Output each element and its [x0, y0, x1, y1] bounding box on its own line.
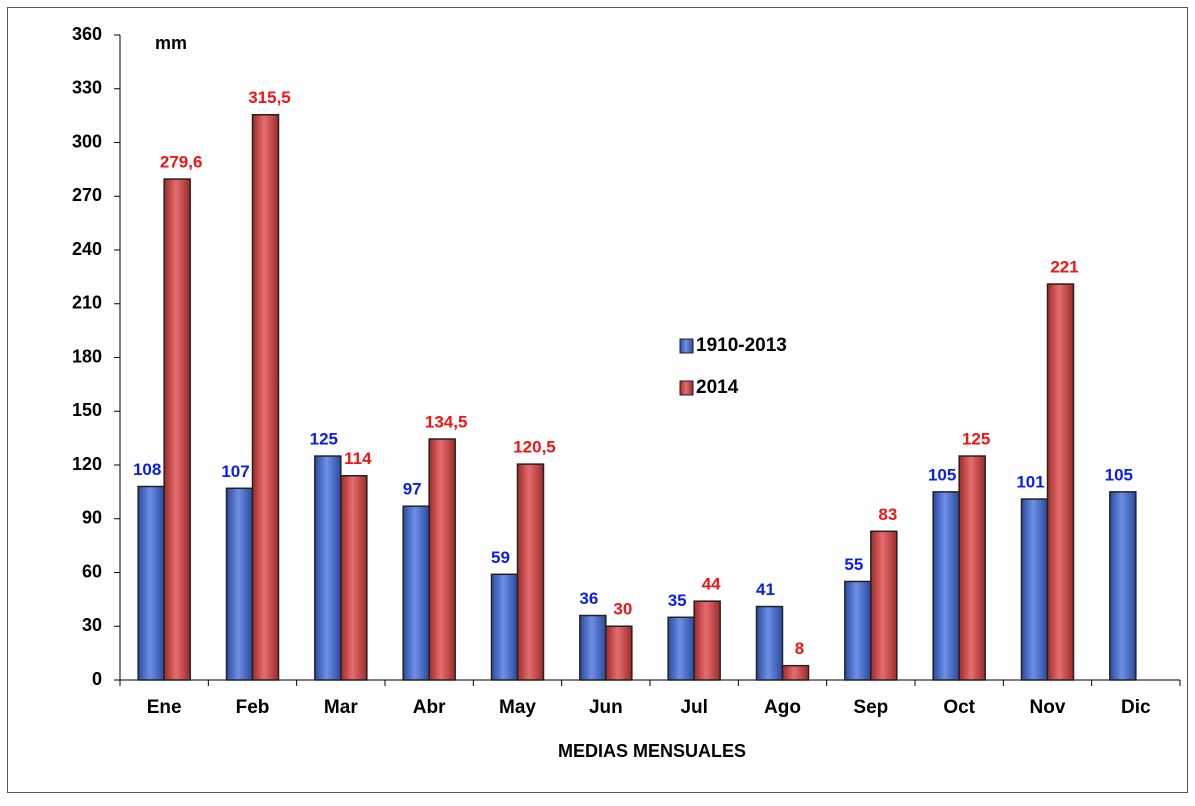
- bar: [1020, 498, 1049, 681]
- value-label: 125: [310, 430, 338, 449]
- value-label: 279,6: [160, 153, 203, 172]
- bar: [844, 580, 872, 681]
- bar: [579, 614, 607, 681]
- x-tick-label: Oct: [943, 697, 975, 718]
- y-tick-label: 120: [72, 454, 102, 474]
- y-tick-label: 360: [72, 24, 102, 44]
- x-tick-label: Sep: [853, 697, 888, 718]
- bar: [314, 455, 342, 681]
- y-tick-label: 180: [72, 346, 102, 366]
- x-tick-label: Jul: [680, 697, 707, 718]
- y-tick-label: 30: [82, 615, 102, 635]
- y-tick-label: 330: [72, 78, 102, 98]
- value-label: 55: [844, 555, 863, 574]
- legend-swatch: [679, 338, 694, 354]
- value-label: 44: [702, 575, 721, 594]
- bar: [490, 573, 519, 681]
- bar: [1109, 491, 1137, 681]
- y-tick-label: 60: [82, 561, 102, 581]
- value-label: 59: [491, 548, 510, 567]
- legend-swatch: [679, 380, 694, 396]
- value-label: 36: [579, 589, 598, 608]
- bar: [402, 505, 430, 681]
- y-axis-label: mm: [155, 33, 187, 53]
- bar: [605, 625, 633, 681]
- bar: [225, 487, 254, 681]
- y-tick-label: 90: [82, 508, 102, 528]
- bar: [340, 475, 368, 681]
- legend-label: 1910-2013: [696, 335, 787, 356]
- bar: [932, 491, 960, 681]
- x-tick-label: Feb: [236, 697, 270, 718]
- value-label: 315,5: [248, 88, 291, 107]
- value-label: 107: [221, 462, 249, 481]
- value-label: 101: [1016, 473, 1044, 492]
- bar: [870, 530, 898, 681]
- x-tick-label: Ene: [147, 697, 182, 718]
- value-label: 97: [403, 480, 422, 499]
- y-tick-label: 210: [72, 293, 102, 313]
- bar: [137, 485, 165, 681]
- value-label: 41: [756, 580, 775, 599]
- value-label: 35: [668, 591, 687, 610]
- value-label: 221: [1050, 258, 1078, 277]
- x-tick-label: May: [499, 697, 536, 718]
- value-label: 105: [928, 465, 956, 484]
- x-tick-label: Mar: [324, 697, 358, 718]
- bar: [667, 616, 695, 681]
- x-tick-label: Ago: [764, 697, 801, 718]
- value-label: 114: [344, 449, 372, 468]
- x-tick-label: Jun: [589, 697, 623, 718]
- value-label: 134,5: [425, 413, 468, 432]
- value-label: 83: [878, 505, 897, 524]
- bar: [958, 455, 986, 681]
- y-tick-label: 150: [72, 400, 102, 420]
- value-label: 30: [613, 600, 632, 619]
- value-label: 105: [1105, 465, 1133, 484]
- y-tick-label: 0: [92, 669, 102, 689]
- value-label: 125: [962, 430, 990, 449]
- bar: [428, 438, 456, 681]
- y-tick-label: 240: [72, 239, 102, 259]
- bar: [781, 664, 810, 681]
- value-label: 108: [133, 460, 161, 479]
- bar: [693, 600, 721, 681]
- value-label: 8: [795, 639, 804, 658]
- bar: [251, 113, 280, 681]
- y-tick-label: 300: [72, 131, 102, 151]
- x-tick-label: Nov: [1030, 697, 1066, 718]
- bar: [1046, 283, 1075, 681]
- legend-label: 2014: [696, 377, 739, 398]
- bar: [516, 463, 545, 681]
- bar: [163, 178, 191, 681]
- x-tick-label: Dic: [1121, 697, 1151, 718]
- bar: [755, 605, 784, 681]
- y-tick-label: 270: [72, 185, 102, 205]
- x-axis-title: MEDIAS MENSUALES: [558, 741, 746, 761]
- x-tick-label: Abr: [413, 697, 446, 718]
- value-label: 120,5: [513, 438, 556, 457]
